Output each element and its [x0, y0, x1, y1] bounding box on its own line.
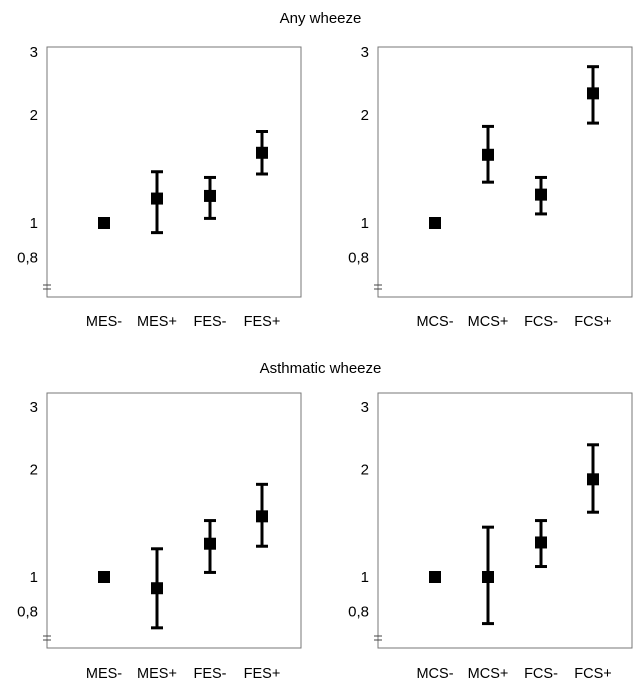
panel-4-category-label: FCS+ [574, 666, 611, 682]
panel-2-point-marker [587, 87, 599, 100]
panel-3-plot-frame [46, 392, 302, 649]
panel-3-category-label: MES- [86, 666, 122, 682]
panel-3-point-marker [204, 537, 216, 550]
panel-1-category-label: FES- [193, 314, 226, 330]
panel-4-category-label: MCS+ [468, 666, 509, 682]
section-title-asthmatic-wheeze: Asthmatic wheeze [259, 360, 382, 377]
panel-2-point-marker [482, 148, 494, 161]
panel-4-y-tick-label: 3 [361, 399, 369, 416]
panel-2-point-marker [535, 188, 547, 201]
panel-1-point-marker [98, 217, 110, 229]
panel-2-y-tick-label: 2 [361, 107, 369, 124]
panel-4-point-marker [429, 571, 441, 583]
panel-1-y-tick-label: 1 [30, 215, 38, 232]
panel-2-point-marker [429, 217, 441, 229]
panel-1-point-marker [151, 192, 163, 205]
panel-1-y-tick-label: 3 [30, 44, 38, 61]
panel-1-point-marker [256, 146, 268, 159]
panel-4-y-tick-label: 1 [361, 569, 369, 586]
panel-4-y-tick-label: 0,8 [348, 604, 369, 621]
panel-1-y-tick-label: 0,8 [17, 250, 38, 267]
panel-3-category-label: FES- [193, 666, 226, 682]
panel-1-point-marker [204, 189, 216, 202]
panel-3-point-marker [98, 571, 110, 583]
panel-3-y-tick-label: 0,8 [17, 604, 38, 621]
panel-2-category-label: MCS+ [468, 314, 509, 330]
panel-4-point-marker [587, 473, 599, 486]
panel-1-category-label: FES+ [244, 314, 281, 330]
panel-1-category-label: MES+ [137, 314, 177, 330]
panel-2-plot-frame [377, 46, 633, 298]
panel-1-plot-frame [46, 46, 302, 298]
panel-4-y-tick-label: 2 [361, 462, 369, 479]
panel-3-y-tick-label: 1 [30, 569, 38, 586]
panel-2-y-tick-label: 1 [361, 215, 369, 232]
panel-2-category-label: MCS- [416, 314, 453, 330]
panel-2-category-label: FCS+ [574, 314, 611, 330]
panel-2-y-tick-label: 3 [361, 44, 369, 61]
panel-3-point-marker [151, 582, 163, 595]
panel-3-y-tick-label: 2 [30, 462, 38, 479]
panel-3-point-marker [256, 510, 268, 523]
panel-4-point-marker [482, 571, 494, 583]
panel-3-y-tick-label: 3 [30, 399, 38, 416]
panel-1-y-tick-label: 2 [30, 107, 38, 124]
panel-4-category-label: MCS- [416, 666, 453, 682]
panel-3-category-label: FES+ [244, 666, 281, 682]
panel-1-category-label: MES- [86, 314, 122, 330]
panel-2-y-tick-label: 0,8 [348, 250, 369, 267]
panel-4-point-marker [535, 536, 547, 549]
panel-2-category-label: FCS- [524, 314, 558, 330]
panel-3-category-label: MES+ [137, 666, 177, 682]
panel-4-plot-frame [377, 392, 633, 649]
section-title-any-wheeze: Any wheeze [279, 10, 362, 27]
panel-4-category-label: FCS- [524, 666, 558, 682]
